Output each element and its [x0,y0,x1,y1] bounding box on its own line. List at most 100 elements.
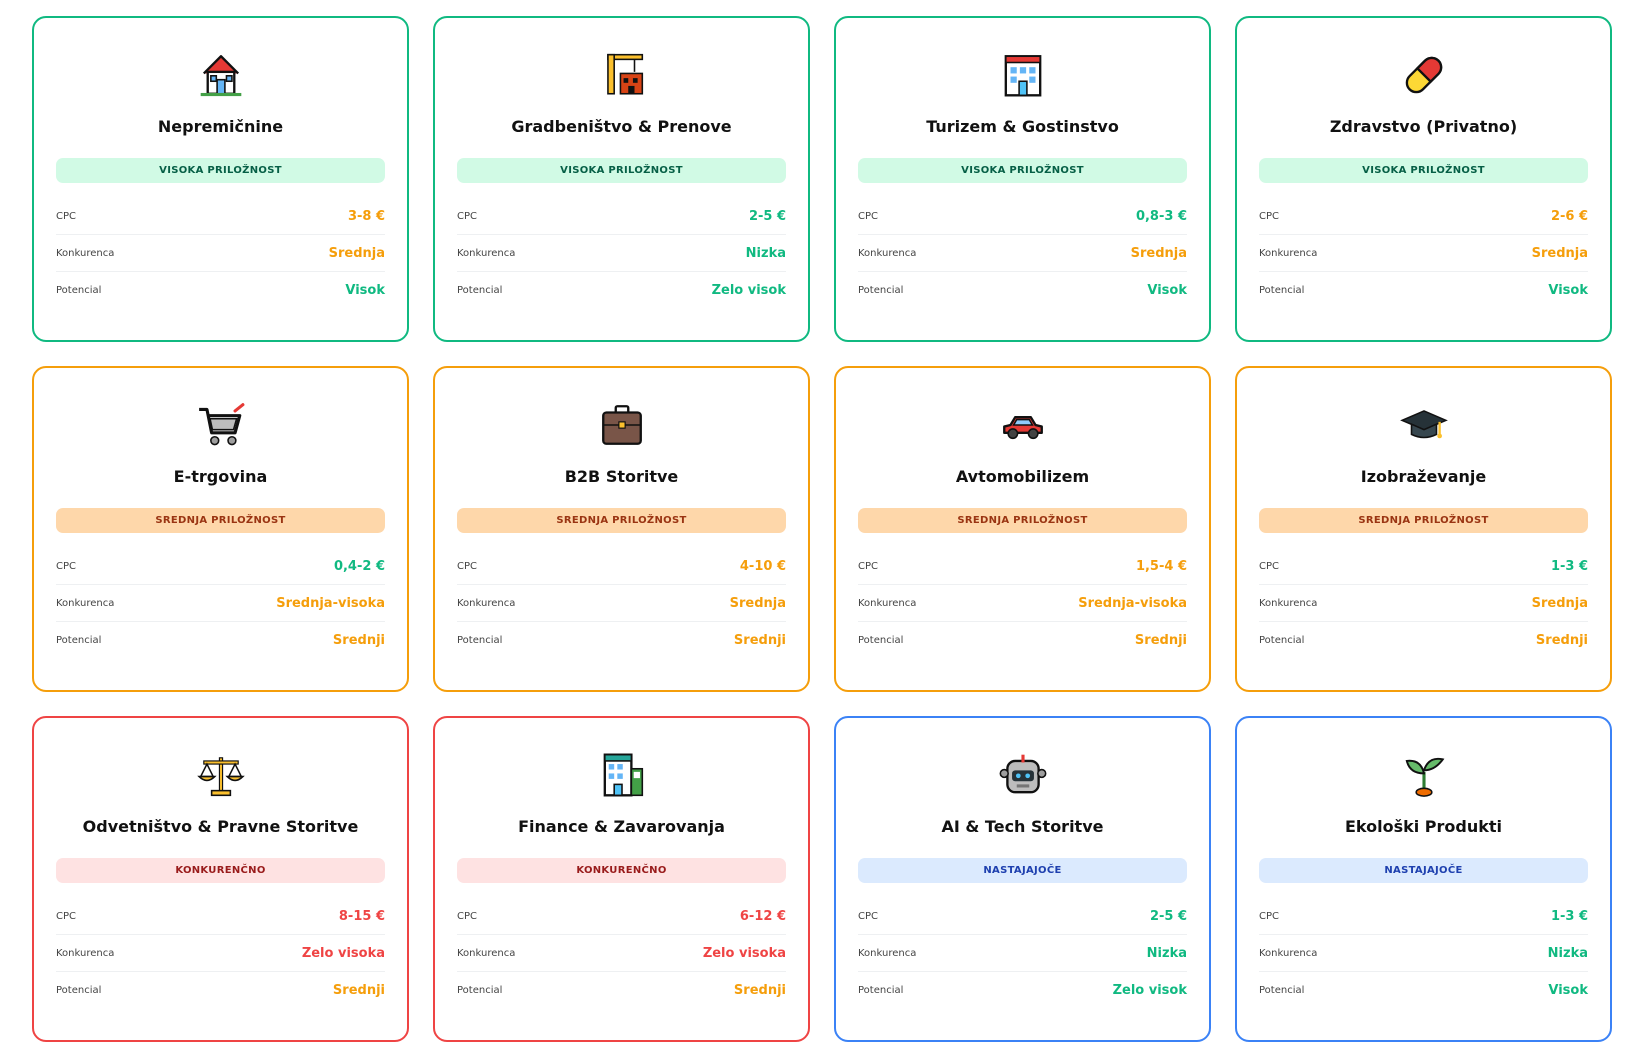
competition-label: Konkurenca [56,247,115,259]
potential-label: Potencial [858,284,904,296]
cpc-value: 2-5 € [1149,908,1187,924]
potential-value: Srednji [1535,632,1588,648]
metric-row-potential: Potencial Srednji [457,972,786,1008]
card-title: Finance & Zavarovanja [518,817,725,836]
industry-card-3[interactable]: Zdravstvo (Privatno) VISOKA PRILOŽNOST C… [1235,16,1612,342]
metric-row-potential: Potencial Srednji [56,622,385,658]
cpc-label: CPC [56,560,76,572]
metric-row-cpc: CPC 2-5 € [858,898,1187,935]
industry-card-9[interactable]: Finance & Zavarovanja KONKURENČNO CPC 6-… [433,716,810,1042]
competition-label: Konkurenca [1259,247,1318,259]
metric-row-potential: Potencial Srednji [56,972,385,1008]
robot-icon [858,746,1187,802]
cpc-label: CPC [858,560,878,572]
industry-card-1[interactable]: Gradbeništvo & Prenove VISOKA PRILOŽNOST… [433,16,810,342]
competition-value: Srednja [1531,245,1588,261]
potential-label: Potencial [1259,284,1305,296]
card-title: Gradbeništvo & Prenove [511,117,732,136]
metric-row-cpc: CPC 3-8 € [56,198,385,235]
potential-label: Potencial [56,984,102,996]
metric-row-competition: Konkurenca Nizka [858,935,1187,972]
bank-building-icon [457,746,786,802]
potential-value: Visok [1548,982,1588,998]
industry-card-8[interactable]: Odvetništvo & Pravne Storitve KONKURENČN… [32,716,409,1042]
competition-label: Konkurenca [858,247,917,259]
opportunity-badge: SREDNJA PRILOŽNOST [858,508,1187,533]
graduation-cap-icon [1259,396,1588,452]
cpc-label: CPC [858,210,878,222]
competition-value: Nizka [745,245,786,261]
cpc-label: CPC [56,210,76,222]
metrics-list: CPC 1-3 € Konkurenca Srednja Potencial S… [1259,548,1588,658]
opportunity-badge: VISOKA PRILOŽNOST [457,158,786,183]
potential-value: Zelo visok [711,282,786,298]
opportunity-badge: NASTAJAJOČE [1259,858,1588,883]
opportunity-badge: SREDNJA PRILOŽNOST [56,508,385,533]
competition-label: Konkurenca [1259,597,1318,609]
industry-card-4[interactable]: E-trgovina SREDNJA PRILOŽNOST CPC 0,4-2 … [32,366,409,692]
industry-cards-grid: Nepremičnine VISOKA PRILOŽNOST CPC 3-8 €… [32,16,1612,1042]
metric-row-cpc: CPC 0,4-2 € [56,548,385,585]
cpc-value: 0,8-3 € [1135,208,1187,224]
metrics-list: CPC 8-15 € Konkurenca Zelo visoka Potenc… [56,898,385,1008]
industry-card-0[interactable]: Nepremičnine VISOKA PRILOŽNOST CPC 3-8 €… [32,16,409,342]
metric-row-potential: Potencial Zelo visok [858,972,1187,1008]
competition-value: Srednja [1130,245,1187,261]
opportunity-badge: SREDNJA PRILOŽNOST [1259,508,1588,533]
metrics-list: CPC 2-6 € Konkurenca Srednja Potencial V… [1259,198,1588,308]
cpc-value: 8-15 € [338,908,385,924]
competition-value: Srednja-visoka [1078,595,1187,611]
cpc-value: 1-3 € [1550,558,1588,574]
competition-label: Konkurenca [56,947,115,959]
metrics-list: CPC 0,8-3 € Konkurenca Srednja Potencial… [858,198,1187,308]
industry-card-7[interactable]: Izobraževanje SREDNJA PRILOŽNOST CPC 1-3… [1235,366,1612,692]
cpc-label: CPC [1259,910,1279,922]
cpc-value: 2-5 € [748,208,786,224]
cpc-label: CPC [457,560,477,572]
car-icon [858,396,1187,452]
metric-row-potential: Potencial Visok [858,272,1187,308]
industry-card-5[interactable]: B2B Storitve SREDNJA PRILOŽNOST CPC 4-10… [433,366,810,692]
metric-row-potential: Potencial Visok [56,272,385,308]
card-title: Ekološki Produkti [1344,817,1503,836]
potential-label: Potencial [1259,984,1305,996]
opportunity-badge: VISOKA PRILOŽNOST [1259,158,1588,183]
industry-card-2[interactable]: Turizem & Gostinstvo VISOKA PRILOŽNOST C… [834,16,1211,342]
seedling-icon [1259,746,1588,802]
industry-card-6[interactable]: Avtomobilizem SREDNJA PRILOŽNOST CPC 1,5… [834,366,1211,692]
cpc-label: CPC [457,910,477,922]
metric-row-competition: Konkurenca Srednja [1259,585,1588,622]
hotel-icon [858,46,1187,102]
metric-row-potential: Potencial Srednji [858,622,1187,658]
metric-row-competition: Konkurenca Nizka [457,235,786,272]
metric-row-competition: Konkurenca Zelo visoka [56,935,385,972]
competition-label: Konkurenca [457,597,516,609]
metric-row-cpc: CPC 2-5 € [457,198,786,235]
metrics-list: CPC 2-5 € Konkurenca Nizka Potencial Zel… [858,898,1187,1008]
industry-card-10[interactable]: AI & Tech Storitve NASTAJAJOČE CPC 2-5 €… [834,716,1211,1042]
potential-value: Srednji [733,982,786,998]
cpc-value: 3-8 € [347,208,385,224]
competition-value: Nizka [1547,945,1588,961]
competition-value: Srednja [328,245,385,261]
competition-label: Konkurenca [858,947,917,959]
potential-value: Srednji [733,632,786,648]
house-icon [56,46,385,102]
metric-row-cpc: CPC 8-15 € [56,898,385,935]
opportunity-badge: VISOKA PRILOŽNOST [56,158,385,183]
potential-value: Visok [1147,282,1187,298]
cpc-label: CPC [1259,210,1279,222]
card-title: AI & Tech Storitve [941,817,1104,836]
potential-label: Potencial [56,634,102,646]
construction-crane-icon [457,46,786,102]
competition-value: Nizka [1146,945,1187,961]
metric-row-potential: Potencial Zelo visok [457,272,786,308]
metric-row-cpc: CPC 6-12 € [457,898,786,935]
potential-label: Potencial [457,634,503,646]
cpc-value: 1-3 € [1550,908,1588,924]
metric-row-cpc: CPC 1,5-4 € [858,548,1187,585]
pill-icon [1259,46,1588,102]
cpc-value: 2-6 € [1550,208,1588,224]
industry-card-11[interactable]: Ekološki Produkti NASTAJAJOČE CPC 1-3 € … [1235,716,1612,1042]
cpc-value: 0,4-2 € [333,558,385,574]
